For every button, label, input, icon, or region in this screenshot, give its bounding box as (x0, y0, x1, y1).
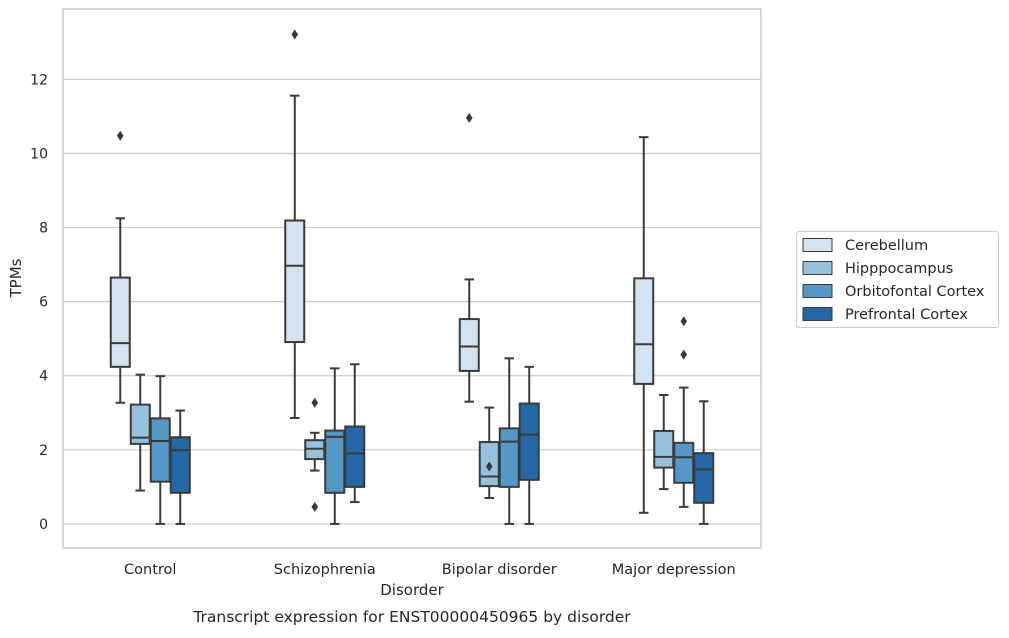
box-orbitofontal-cortex (324, 367, 346, 525)
outlier-point (485, 461, 493, 472)
box-orbitofontal-cortex (149, 375, 171, 525)
box-body (458, 318, 480, 372)
box-cerebellum (458, 112, 480, 403)
y-tick-label: 4 (39, 369, 48, 385)
legend-swatch (802, 238, 833, 252)
x-tick-label: Schizophrenia (274, 562, 376, 578)
box-body (344, 425, 366, 488)
box-body (498, 427, 520, 488)
box-body (149, 417, 171, 483)
x-tick-labels: Control Schizophrenia Bipolar disorder Majo… (124, 562, 736, 578)
box-body (169, 436, 191, 494)
box-body (518, 402, 540, 481)
box-prefrontal-cortex (518, 365, 540, 525)
box-body (693, 452, 715, 504)
legend-swatch (802, 307, 833, 321)
y-tick-labels: 0 2 4 6 8 10 12 (30, 72, 48, 533)
y-axis-label: TPMs (7, 258, 25, 298)
box-body (284, 219, 306, 344)
legend-label: Hipppocampus (845, 261, 953, 277)
outlier-point (311, 397, 319, 408)
legend-label: Cerebellum (845, 238, 928, 254)
box-cerebellum (109, 130, 131, 404)
legend: Cerebellum Hipppocampus Orbitofontal Corte… (796, 231, 999, 328)
outlier-point (311, 501, 319, 512)
box-hipppocampus (304, 397, 326, 512)
box-plots (109, 29, 715, 525)
y-tick-label: 2 (39, 443, 48, 459)
legend-label: Orbitofontal Cortex (845, 284, 985, 300)
box-cerebellum (284, 29, 306, 419)
outlier-point (465, 112, 473, 123)
box-orbitofontal-cortex (673, 316, 695, 508)
x-tick-label: Control (124, 562, 176, 578)
outlier-point (680, 349, 688, 360)
legend-label: Prefrontal Cortex (845, 307, 968, 323)
legend-swatch (802, 284, 833, 298)
outlier-point (291, 29, 299, 40)
x-axis-label: Disorder (380, 581, 444, 599)
legend-frame (796, 231, 999, 328)
x-tick-label: Major depression (612, 562, 736, 578)
box-body (633, 277, 655, 385)
y-tick-label: 0 (39, 517, 48, 533)
y-tick-label: 8 (39, 221, 48, 237)
chart-caption: Transcript expression for ENST0000045096… (192, 608, 631, 626)
y-tick-label: 6 (39, 295, 48, 311)
box-cerebellum (633, 136, 655, 514)
box-orbitofontal-cortex (498, 357, 520, 525)
box-prefrontal-cortex (344, 363, 366, 504)
legend-swatch (802, 261, 833, 275)
box-body (324, 429, 346, 494)
box-body (653, 429, 675, 469)
outlier-point (680, 316, 688, 327)
box-hipppocampus (478, 406, 500, 499)
box-body (673, 441, 695, 484)
box-body (109, 276, 131, 368)
outlier-point (116, 130, 124, 141)
box-prefrontal-cortex (693, 400, 715, 525)
y-tick-label: 12 (30, 72, 48, 88)
y-tick-label: 10 (30, 146, 48, 162)
box-prefrontal-cortex (169, 409, 191, 525)
box-hipppocampus (129, 373, 151, 492)
x-tick-label: Bipolar disorder (442, 562, 557, 578)
